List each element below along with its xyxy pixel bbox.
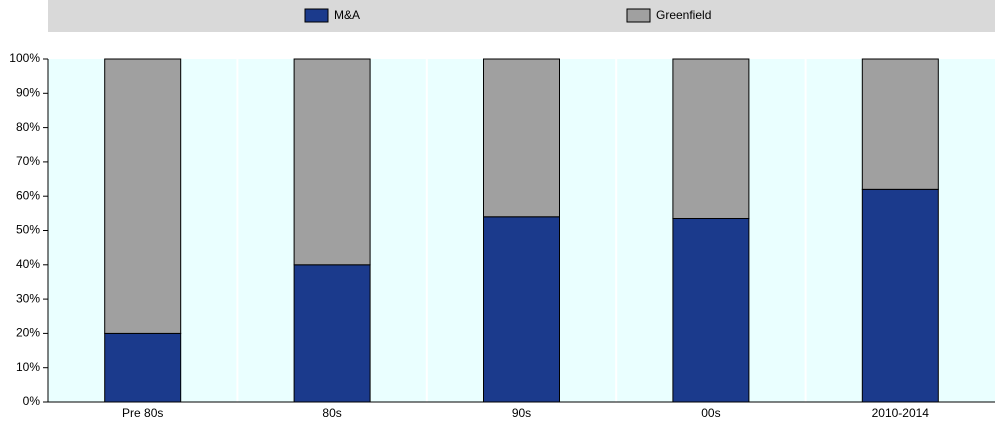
y-tick-label: 60% xyxy=(16,188,40,202)
y-tick-label: 100% xyxy=(9,51,40,65)
y-tick-label: 10% xyxy=(16,360,40,374)
bar-segment xyxy=(483,58,560,218)
bar-segment xyxy=(293,58,371,266)
bar-segment xyxy=(861,58,939,190)
x-tick-label: 2010-2014 xyxy=(872,406,930,420)
y-tick-label: 70% xyxy=(16,154,40,168)
bar-segment xyxy=(672,58,750,219)
x-tick-label: Pre 80s xyxy=(122,406,163,420)
y-tick-label: 90% xyxy=(16,85,40,99)
legend-swatch xyxy=(626,8,651,23)
bar-segment xyxy=(104,58,182,334)
y-tick-label: 20% xyxy=(16,326,40,340)
bar-segment xyxy=(861,188,939,403)
bar-segment xyxy=(672,217,750,403)
y-tick-label: 0% xyxy=(23,394,41,408)
legend-swatch xyxy=(304,8,329,23)
x-tick-label: 90s xyxy=(512,406,531,420)
legend-label: Greenfield xyxy=(656,8,711,22)
y-tick-label: 40% xyxy=(16,257,40,271)
y-tick-label: 30% xyxy=(16,291,40,305)
x-tick-label: 80s xyxy=(322,406,341,420)
bar-segment xyxy=(104,332,182,403)
y-tick-label: 80% xyxy=(16,120,40,134)
legend-label: M&A xyxy=(334,8,360,22)
bar-segment xyxy=(483,216,560,403)
y-tick-label: 50% xyxy=(16,223,40,237)
legend-background xyxy=(48,0,995,32)
bar-segment xyxy=(293,264,371,403)
x-tick-label: 00s xyxy=(701,406,720,420)
